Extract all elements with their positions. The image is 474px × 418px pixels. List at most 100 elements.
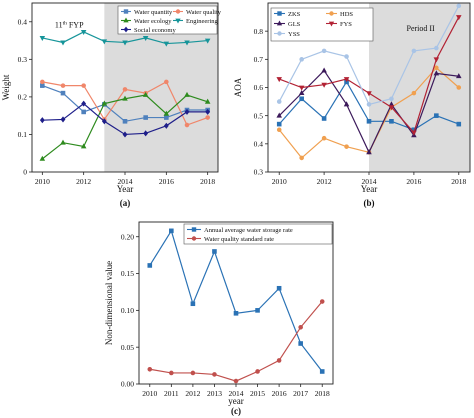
data-point — [456, 85, 462, 90]
data-point — [205, 108, 211, 115]
x-tick-label: 2011 — [164, 389, 179, 398]
data-point — [143, 130, 149, 137]
data-point — [456, 3, 462, 9]
y-axis-title: Weight — [1, 74, 11, 100]
x-tick-label: 2012 — [76, 177, 91, 186]
data-point — [233, 378, 239, 384]
legend-box — [117, 5, 218, 35]
data-point — [366, 102, 372, 107]
chart-panel-c: 2010 2011 2012 2013 2014 2015 2016 2017 2018 0.00… — [104, 221, 334, 416]
legend-marker — [329, 11, 334, 16]
data-point — [169, 228, 174, 234]
x-tick-label: 2018 — [200, 177, 215, 186]
legend-marker — [123, 26, 129, 33]
legend-label: Water quality — [186, 9, 222, 16]
legend-marker — [277, 11, 282, 16]
data-point — [184, 40, 190, 46]
data-point — [184, 108, 190, 115]
x-tick-label: 2014 — [229, 389, 244, 398]
data-point — [456, 15, 462, 21]
data-point — [190, 370, 196, 376]
data-point — [205, 115, 210, 120]
legend-label: Engineering — [186, 18, 219, 25]
data-point — [147, 263, 153, 268]
legend-label: GLS — [288, 21, 301, 28]
x-axis-title: Year — [361, 184, 378, 194]
y-axis-title: AOA — [233, 77, 243, 97]
data-point — [142, 91, 149, 97]
data-point — [80, 29, 87, 36]
data-point — [366, 91, 372, 97]
data-point — [389, 119, 394, 124]
data-point — [122, 95, 128, 101]
legend-marker — [175, 18, 181, 24]
legend-marker — [191, 236, 197, 241]
data-point — [40, 79, 45, 85]
data-point — [411, 48, 417, 54]
legend-label: Water quantity — [134, 9, 173, 16]
data-point — [388, 105, 395, 111]
y-tick-label: 0.00 — [121, 380, 134, 389]
data-point — [147, 366, 153, 372]
data-point — [299, 155, 304, 161]
data-point — [164, 115, 169, 120]
data-point — [39, 155, 46, 161]
legend-marker — [123, 17, 129, 23]
data-point — [60, 116, 66, 123]
data-point — [298, 341, 303, 346]
x-tick-label: 2017 — [293, 389, 308, 398]
x-tick-label: 2015 — [250, 389, 265, 398]
x-axis-title: year — [228, 396, 244, 406]
data-point — [143, 115, 148, 120]
y-tick-label: 0.20 — [121, 232, 134, 241]
data-point — [101, 100, 108, 106]
data-point — [212, 249, 217, 254]
legend-label: ZKS — [288, 11, 301, 18]
x-axis-title: Year — [117, 184, 134, 194]
data-point — [81, 109, 86, 115]
x-tick-label: 2010 — [142, 389, 157, 398]
legend-label: Water ecology — [134, 18, 172, 25]
data-point — [321, 135, 327, 141]
data-point — [81, 100, 87, 107]
series-line — [149, 229, 323, 372]
data-point — [204, 98, 211, 104]
data-point — [233, 311, 239, 316]
legend-label: Annual average water storage rate — [204, 227, 293, 234]
x-tick-label: 2016 — [406, 177, 421, 186]
data-point — [276, 99, 282, 104]
data-point — [101, 118, 107, 125]
data-point — [163, 122, 169, 129]
data-point — [434, 45, 439, 51]
data-point — [204, 38, 211, 44]
y-tick-label: 0.3 — [254, 168, 264, 177]
data-point — [276, 358, 282, 363]
y-tick-label: 0.3 — [18, 55, 28, 64]
data-point — [299, 57, 304, 62]
data-point — [321, 116, 327, 121]
legend-marker — [175, 9, 181, 14]
x-tick-label: 2010 — [272, 177, 287, 186]
legend-marker — [123, 9, 129, 14]
data-point — [169, 370, 174, 376]
y-tick-label: 0.15 — [121, 269, 134, 278]
data-point — [298, 90, 305, 96]
legend-marker — [191, 227, 197, 232]
legend-label: FYS — [340, 21, 352, 28]
legend-label: Water quality standard rate — [204, 236, 274, 243]
legend-label: Social economy — [134, 27, 176, 34]
data-point — [60, 83, 66, 88]
panel-caption: (c) — [231, 406, 241, 416]
x-tick-label: 2014 — [118, 177, 133, 186]
data-point — [456, 73, 462, 79]
legend-box — [183, 223, 333, 245]
y-tick-label: 0.10 — [121, 306, 134, 315]
data-point — [319, 299, 325, 304]
data-point — [319, 369, 325, 374]
y-tick-label: 0.2 — [18, 92, 28, 101]
data-point — [299, 96, 304, 102]
legend-box — [270, 7, 374, 42]
data-point — [366, 119, 372, 124]
legend-marker — [277, 31, 282, 36]
legend-label: YSS — [288, 31, 300, 38]
